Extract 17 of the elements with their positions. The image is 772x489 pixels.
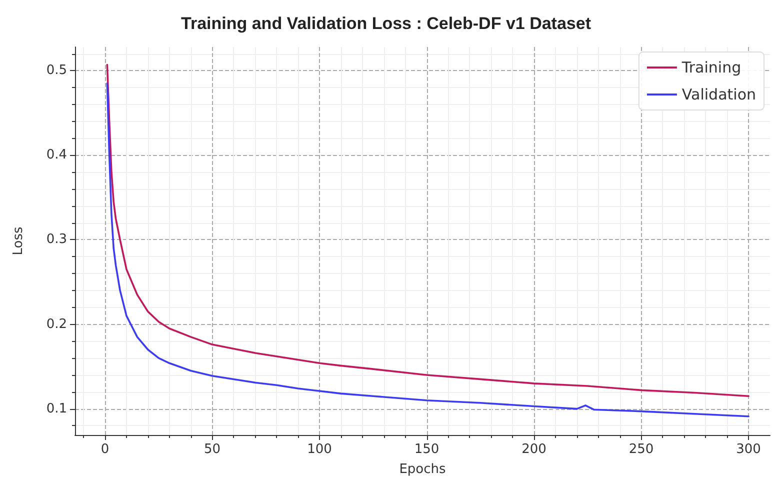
y-tick-label: 0.1 — [46, 401, 67, 416]
x-tick-label: 0 — [100, 442, 110, 457]
x-tick-label: 100 — [307, 442, 332, 457]
x-tick-label: 50 — [204, 442, 221, 457]
y-tick-label: 0.3 — [46, 232, 67, 248]
y-axis-title: Loss — [11, 226, 26, 256]
x-tick-label: 150 — [414, 442, 440, 457]
x-axis-title: Epochs — [399, 462, 446, 477]
legend-label: Validation — [682, 86, 756, 104]
x-tick-label: 250 — [628, 442, 654, 457]
chart-title: Training and Validation Loss : Celeb-DF v1 Dataset — [181, 14, 592, 33]
legend-label: Training — [680, 58, 742, 76]
y-tick-label: 0.5 — [46, 63, 67, 78]
y-tick-label: 0.2 — [46, 316, 67, 332]
x-tick-label: 300 — [736, 442, 761, 457]
y-tick-label: 0.4 — [46, 148, 67, 163]
x-tick-label: 200 — [522, 442, 546, 457]
